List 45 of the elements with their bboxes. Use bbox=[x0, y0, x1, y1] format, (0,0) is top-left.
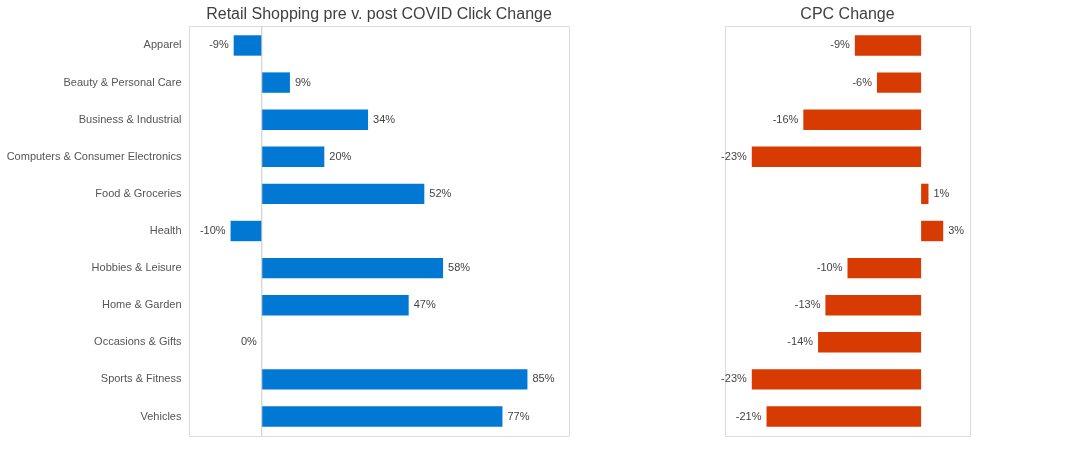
data-label: -13% bbox=[794, 298, 821, 311]
data-label: -6% bbox=[852, 75, 873, 88]
bar bbox=[233, 35, 262, 56]
y-tick-label: Home & Garden bbox=[102, 298, 182, 311]
y-tick-label: Occasions & Gifts bbox=[94, 335, 182, 348]
bar bbox=[261, 295, 409, 316]
data-label: 1% bbox=[933, 186, 950, 199]
y-tick-label: Sports & Fitness bbox=[100, 372, 182, 385]
y-tick-label: Health bbox=[149, 224, 182, 236]
bar bbox=[261, 406, 503, 427]
data-label: 77% bbox=[507, 409, 530, 422]
chart-title: CPC Change bbox=[800, 5, 895, 22]
bar bbox=[261, 72, 290, 93]
bar bbox=[261, 146, 325, 167]
bar bbox=[261, 109, 369, 130]
data-label: 3% bbox=[948, 224, 965, 236]
y-tick-label: Vehicles bbox=[140, 409, 182, 422]
data-label: -23% bbox=[721, 149, 748, 162]
bar bbox=[261, 183, 425, 205]
data-label: -9% bbox=[209, 38, 229, 51]
data-label: 85% bbox=[532, 372, 555, 385]
y-tick-label: Computers & Consumer Electronics bbox=[6, 149, 182, 162]
data-label: 47% bbox=[413, 298, 436, 311]
data-label: -14% bbox=[787, 335, 814, 348]
data-label: 0% bbox=[240, 335, 258, 348]
data-label: -21% bbox=[735, 409, 762, 422]
y-tick-label: Apparel bbox=[143, 38, 182, 51]
data-label: -10% bbox=[199, 224, 226, 236]
y-tick-label: Hobbies & Leisure bbox=[91, 261, 182, 274]
chart-title: Retail Shopping pre v. post COVID Click Change bbox=[206, 4, 552, 22]
data-label: 9% bbox=[294, 75, 312, 88]
data-label: -9% bbox=[830, 38, 851, 51]
bar bbox=[261, 257, 444, 279]
bar bbox=[261, 369, 528, 390]
data-label: -23% bbox=[721, 372, 748, 385]
data-label: -10% bbox=[816, 261, 843, 274]
data-label: 52% bbox=[429, 186, 452, 199]
data-label: 34% bbox=[373, 112, 396, 125]
y-tick-label: Food & Groceries bbox=[95, 186, 182, 199]
data-label: 20% bbox=[329, 149, 352, 162]
y-tick-label: Beauty & Personal Care bbox=[63, 75, 182, 88]
bar bbox=[230, 220, 262, 242]
y-tick-label: Business & Industrial bbox=[78, 112, 182, 125]
data-label: 58% bbox=[448, 261, 471, 274]
data-label: -16% bbox=[772, 112, 799, 125]
